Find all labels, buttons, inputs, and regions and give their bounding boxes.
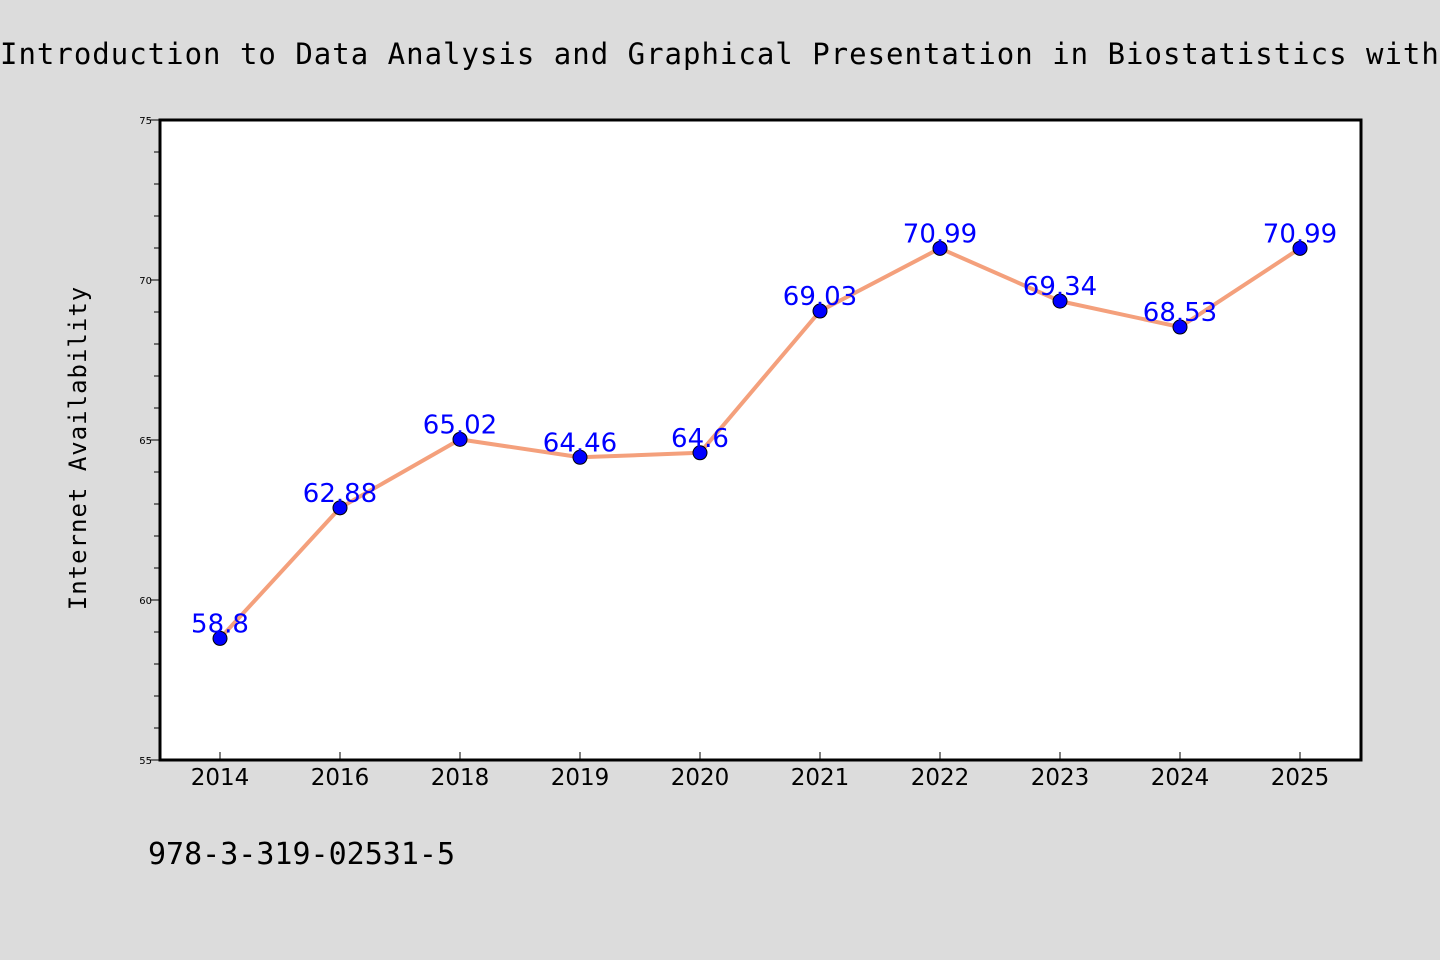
y-tick-label: 65: [139, 436, 152, 447]
y-axis-label: Internet Availability: [64, 286, 92, 610]
y-tick-label: 60: [139, 596, 152, 607]
data-label: 64.6: [671, 424, 729, 454]
data-point: [572, 449, 588, 465]
x-tick-label: 2016: [311, 765, 370, 791]
x-tick-label: 2022: [911, 765, 970, 791]
data-label: 69.34: [1023, 272, 1097, 302]
series-lines: [218, 246, 1302, 641]
x-tick-label: 2025: [1271, 765, 1330, 791]
data-point: [212, 630, 228, 646]
plot-area: [158, 118, 1363, 762]
data-label: 62.88: [303, 479, 377, 509]
data-point: [452, 431, 468, 447]
x-tick-label: 2014: [191, 765, 250, 791]
x-tick-label: 2018: [431, 765, 490, 791]
data-label: 65.02: [423, 410, 497, 440]
x-axis-ticks: 2014 2016 2018 2019 2020 2021 2022 2023 2024 2025: [191, 752, 1330, 791]
data-point: [932, 240, 948, 256]
y-minor-ticks: [154, 151, 160, 729]
data-point: [332, 500, 348, 516]
data-labels: 58.8 62.88 65.02 64.46 64.6 69.03 70.99 69.34 68…: [191, 219, 1337, 639]
data-label: 69.03: [783, 282, 857, 312]
data-label: 70.99: [1263, 219, 1337, 249]
y-tick-label: 70: [139, 276, 152, 287]
x-tick-label: 2024: [1151, 765, 1210, 791]
chart-title: Introduction to Data Analysis and Graphi…: [0, 37, 1440, 71]
data-label: 70.99: [903, 219, 977, 249]
series-markers: [212, 240, 1308, 646]
x-tick-label: 2019: [551, 765, 610, 791]
footer-code: 978-3-319-02531-5: [148, 837, 455, 872]
y-axis-ticks: 55 60 65 70 75: [139, 116, 160, 767]
data-point: [1052, 293, 1068, 309]
y-tick-label: 55: [139, 756, 152, 767]
data-label: 58.8: [191, 609, 249, 639]
data-point: [1172, 319, 1188, 335]
x-tick-label: 2020: [671, 765, 730, 791]
x-tick-label: 2021: [791, 765, 850, 791]
data-point: [1292, 240, 1308, 256]
data-point: [812, 303, 828, 319]
series-line: [218, 246, 1302, 641]
y-tick-label: 75: [139, 116, 152, 127]
data-label: 68.53: [1143, 298, 1217, 328]
x-tick-label: 2023: [1031, 765, 1090, 791]
data-label: 64.46: [543, 428, 617, 458]
data-point: [692, 445, 708, 461]
